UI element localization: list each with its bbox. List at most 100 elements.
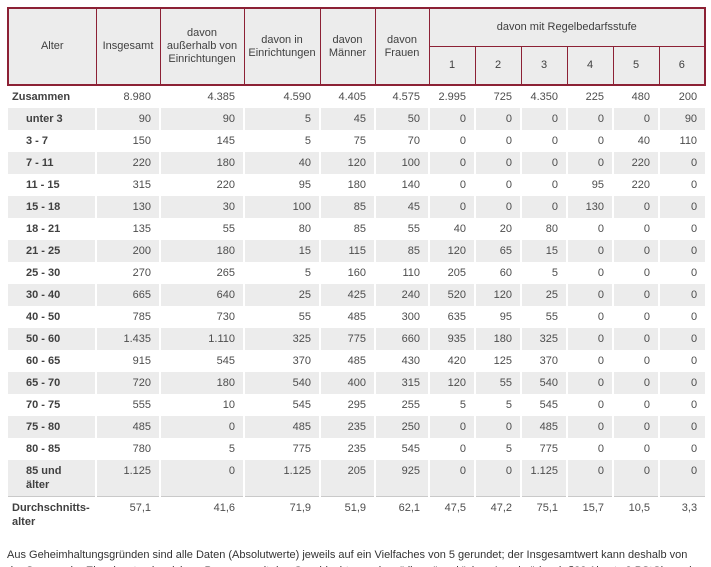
column-header-insgesamt: Insgesamt — [95, 7, 161, 86]
cell-stufe-1: 0 — [428, 108, 475, 130]
cell-maenner: 775 — [319, 328, 375, 350]
cell-maenner: 51,9 — [319, 496, 375, 533]
cell-in-einrichtungen: 80 — [243, 218, 320, 240]
cell-stufe-4: 0 — [566, 394, 613, 416]
cell-stufe-3: 545 — [520, 394, 567, 416]
cell-stufe-1: 40 — [428, 218, 475, 240]
cell-stufe-6: 110 — [657, 130, 706, 152]
cell-stufe-4: 0 — [566, 218, 613, 240]
cell-frauen: 660 — [374, 328, 429, 350]
table-row: 50 - 60 1.435 1.110 325 775 660 935 180 … — [8, 328, 706, 350]
cell-in-einrichtungen: 1.125 — [243, 460, 320, 497]
cell-stufe-6: 0 — [657, 196, 706, 218]
cell-maenner: 235 — [319, 438, 375, 460]
cell-stufe-6: 0 — [657, 372, 706, 394]
column-header-ausserhalb-einrichtungen: davon außerhalb von Einrichtungen — [159, 7, 245, 86]
row-label: 85 und älter — [8, 460, 96, 497]
cell-stufe-3: 55 — [520, 306, 567, 328]
row-label: 50 - 60 — [8, 328, 96, 350]
row-label: 15 - 18 — [8, 196, 96, 218]
cell-ausserhalb-einrichtungen: 0 — [159, 460, 244, 497]
cell-insgesamt: 785 — [95, 306, 160, 328]
cell-in-einrichtungen: 5 — [243, 130, 320, 152]
cell-in-einrichtungen: 95 — [243, 174, 320, 196]
cell-stufe-3: 5 — [520, 262, 567, 284]
cell-stufe-1: 0 — [428, 130, 475, 152]
cell-maenner: 485 — [319, 306, 375, 328]
column-group-regelbedarfsstufe: davon mit Regelbedarfsstufe — [428, 7, 707, 47]
cell-stufe-5: 0 — [612, 196, 659, 218]
cell-insgesamt: 1.125 — [95, 460, 160, 497]
cell-maenner: 295 — [319, 394, 375, 416]
cell-stufe-6: 0 — [657, 152, 706, 174]
cell-stufe-3: 75,1 — [520, 496, 567, 533]
cell-in-einrichtungen: 55 — [243, 306, 320, 328]
cell-in-einrichtungen: 25 — [243, 284, 320, 306]
cell-stufe-1: 120 — [428, 372, 475, 394]
cell-insgesamt: 57,1 — [95, 496, 160, 533]
cell-stufe-3: 325 — [520, 328, 567, 350]
cell-in-einrichtungen: 370 — [243, 350, 320, 372]
cell-stufe-4: 95 — [566, 174, 613, 196]
row-label: 7 - 11 — [8, 152, 96, 174]
table-row: 3 - 7 150 145 5 75 70 0 0 0 0 40 110 — [8, 130, 706, 152]
cell-insgesamt: 8.980 — [95, 85, 160, 108]
cell-stufe-2: 0 — [474, 174, 521, 196]
cell-stufe-2: 0 — [474, 108, 521, 130]
table-row: 60 - 65 915 545 370 485 430 420 125 370 … — [8, 350, 706, 372]
cell-stufe-5: 0 — [612, 460, 659, 497]
cell-insgesamt: 555 — [95, 394, 160, 416]
cell-stufe-1: 47,5 — [428, 496, 475, 533]
cell-frauen: 925 — [374, 460, 429, 497]
cell-maenner: 485 — [319, 350, 375, 372]
cell-in-einrichtungen: 40 — [243, 152, 320, 174]
cell-stufe-3: 0 — [520, 196, 567, 218]
table-row: Zusammen 8.980 4.385 4.590 4.405 4.575 2… — [8, 85, 706, 108]
row-label: 70 - 75 — [26, 399, 61, 411]
cell-stufe-2: 5 — [474, 394, 521, 416]
cell-stufe-5: 220 — [612, 152, 659, 174]
cell-stufe-4: 0 — [566, 306, 613, 328]
cell-stufe-3: 0 — [520, 108, 567, 130]
cell-stufe-1: 0 — [428, 438, 475, 460]
cell-stufe-3: 0 — [520, 152, 567, 174]
column-header-alter: Alter — [7, 7, 97, 86]
cell-insgesamt: 485 — [95, 416, 160, 438]
cell-stufe-5: 10,5 — [612, 496, 659, 533]
cell-stufe-4: 0 — [566, 130, 613, 152]
row-label: Zusammen — [12, 91, 71, 103]
cell-stufe-5: 0 — [612, 372, 659, 394]
cell-stufe-1: 205 — [428, 262, 475, 284]
cell-stufe-2: 0 — [474, 460, 521, 497]
cell-maenner: 160 — [319, 262, 375, 284]
cell-stufe-6: 3,3 — [657, 496, 706, 533]
table-row: 11 - 15 315 220 95 180 140 0 0 0 95 220 … — [8, 174, 706, 196]
table-row: 30 - 40 665 640 25 425 240 520 120 25 0 … — [8, 284, 706, 306]
row-label: 11 - 15 — [26, 179, 60, 191]
cell-ausserhalb-einrichtungen: 220 — [159, 174, 244, 196]
cell-stufe-2: 125 — [474, 350, 521, 372]
table-row: 18 - 21 135 55 80 85 55 40 20 80 0 0 0 — [8, 218, 706, 240]
cell-insgesamt: 915 — [95, 350, 160, 372]
cell-stufe-1: 0 — [428, 460, 475, 497]
cell-frauen: 85 — [374, 240, 429, 262]
row-label: 75 - 80 — [8, 416, 96, 438]
footnote-text: Aus Geheimhaltungsgründen sind alle Date… — [7, 549, 704, 567]
cell-stufe-5: 220 — [612, 174, 659, 196]
cell-ausserhalb-einrichtungen: 10 — [159, 394, 244, 416]
cell-maenner: 115 — [319, 240, 375, 262]
cell-stufe-2: 55 — [474, 372, 521, 394]
cell-stufe-1: 0 — [428, 416, 475, 438]
cell-stufe-2: 0 — [474, 416, 521, 438]
cell-stufe-4: 0 — [566, 262, 613, 284]
cell-frauen: 545 — [374, 438, 429, 460]
cell-maenner: 75 — [319, 130, 375, 152]
column-header-stufe-6: 6 — [658, 46, 707, 86]
cell-ausserhalb-einrichtungen: 30 — [159, 196, 244, 218]
cell-frauen: 240 — [374, 284, 429, 306]
cell-insgesamt: 1.435 — [95, 328, 160, 350]
cell-frauen: 100 — [374, 152, 429, 174]
cell-stufe-6: 0 — [657, 328, 706, 350]
cell-stufe-3: 4.350 — [520, 85, 567, 108]
cell-stufe-4: 0 — [566, 350, 613, 372]
